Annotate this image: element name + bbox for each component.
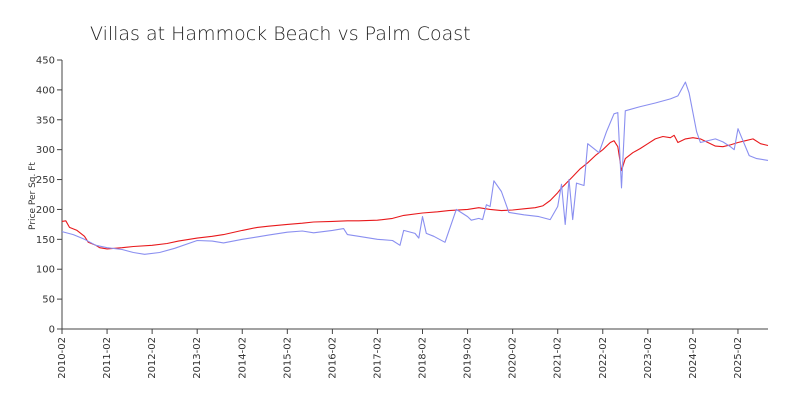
y-tick-label: 100 xyxy=(36,265,55,276)
x-tick-label: 2022-02 xyxy=(598,337,609,379)
x-tick-label: 2015-02 xyxy=(282,337,293,379)
y-tick-label: 300 xyxy=(36,145,55,156)
y-tick-label: 150 xyxy=(36,235,55,246)
y-tick-label: 200 xyxy=(36,205,55,216)
chart-title: Villas at Hammock Beach vs Palm Coast xyxy=(90,23,471,45)
x-tick-label: 2023-02 xyxy=(643,337,654,379)
x-tick-label: 2016-02 xyxy=(327,337,338,379)
x-tick-label: 2024-02 xyxy=(688,337,699,379)
y-tick-label: 0 xyxy=(49,325,55,336)
x-tick-label: 2014-02 xyxy=(237,337,248,379)
x-ticks: 2010-02 2011-02 2012-02 2013-02 2014-02 2015-… xyxy=(57,329,744,379)
y-tick-label: 350 xyxy=(36,115,55,126)
x-tick-label: 2011-02 xyxy=(102,337,113,379)
y-ticks: 0 50 100 150 200 250 300 350 400 450 xyxy=(36,56,62,336)
x-tick-label: 2018-02 xyxy=(418,337,429,379)
x-tick-label: 2025-02 xyxy=(733,337,744,379)
x-tick-label: 2012-02 xyxy=(147,337,158,379)
x-tick-label: 2020-02 xyxy=(508,337,519,379)
y-tick-label: 450 xyxy=(36,56,55,67)
series-group xyxy=(61,81,769,255)
y-tick-label: 400 xyxy=(36,85,55,96)
axes xyxy=(61,60,768,330)
x-tick-label: 2010-02 xyxy=(57,337,68,379)
series-line-2 xyxy=(61,81,769,255)
y-axis-label: Price Per Sq. Ft xyxy=(28,162,38,230)
x-tick-label: 2019-02 xyxy=(463,337,474,379)
series-line-1 xyxy=(61,134,769,250)
y-tick-label: 250 xyxy=(36,175,55,186)
y-tick-label: 50 xyxy=(42,295,55,306)
x-tick-label: 2017-02 xyxy=(372,337,383,379)
x-tick-label: 2013-02 xyxy=(192,337,203,379)
x-tick-label: 2021-02 xyxy=(553,337,564,379)
